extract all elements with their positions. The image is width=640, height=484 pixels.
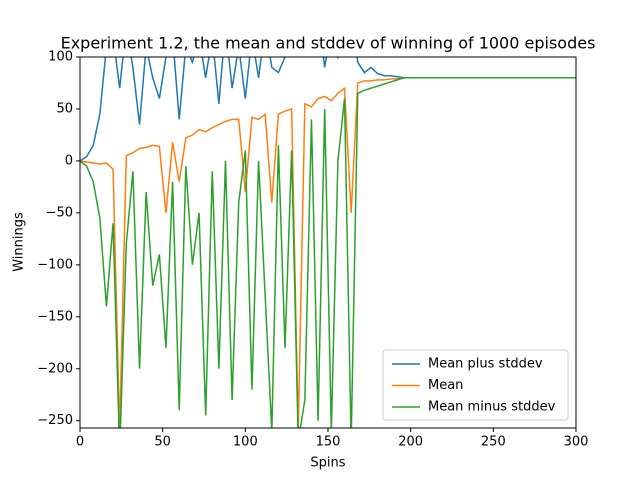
y-tick-label: −150 — [37, 309, 73, 324]
y-tick-label: −100 — [37, 257, 73, 272]
x-tick-label: 0 — [76, 435, 84, 450]
x-tick-label: 100 — [233, 435, 258, 450]
x-tick-label: 250 — [481, 435, 506, 450]
x-tick-label: 300 — [564, 435, 589, 450]
series-line — [80, 77, 576, 428]
legend-box — [382, 349, 569, 421]
chart-title: Experiment 1.2, the mean and stddev of w… — [61, 34, 596, 53]
x-axis-label: Spins — [310, 456, 345, 471]
y-tick-label: −50 — [46, 205, 73, 220]
y-axis-label: Winnings — [12, 212, 27, 272]
legend-label: Mean minus stddev — [428, 400, 556, 415]
y-tick-label: 50 — [56, 101, 73, 116]
y-tick-label: −200 — [37, 361, 73, 376]
y-tick-label: 0 — [65, 153, 73, 168]
y-tick-label: 100 — [48, 50, 73, 65]
x-tick-label: 150 — [316, 435, 341, 450]
series-line — [80, 77, 576, 428]
x-tick-label: 50 — [154, 435, 171, 450]
x-tick-label: 200 — [398, 435, 423, 450]
series-line — [80, 57, 576, 162]
legend-label: Mean — [428, 378, 463, 393]
legend-label: Mean plus stddev — [428, 357, 543, 372]
plot-area — [80, 57, 576, 428]
y-tick-label: −250 — [37, 413, 73, 428]
